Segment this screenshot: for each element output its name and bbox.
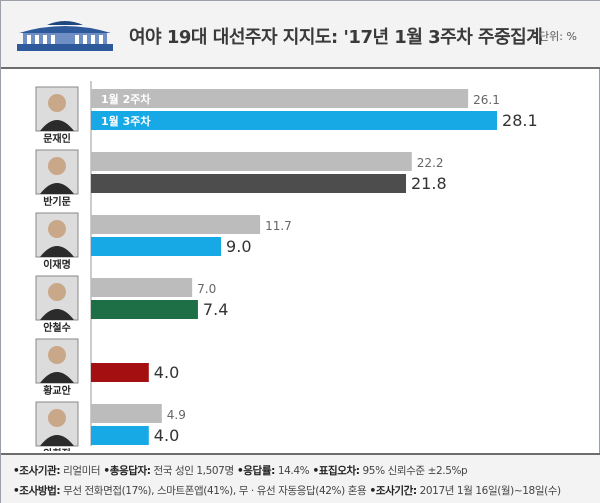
- candidate-photo-suit-5: [40, 435, 74, 446]
- candidate-name-5: 안희정: [43, 447, 71, 451]
- candidate-photo-face-2: [48, 220, 66, 238]
- bar-week2-1: [91, 152, 412, 171]
- footer-line-2: •조사방법: 무선 전화면접(17%), 스마트폰앱(41%), 무 · 유선 …: [13, 481, 600, 501]
- value-label-week3-4: 4.0: [154, 363, 179, 382]
- candidate-photo-suit-1: [40, 183, 74, 194]
- legend-week3: 1월 3주차: [101, 114, 151, 128]
- footer1-value-1: 전국 성인 1,507명: [150, 465, 234, 477]
- bar-week3-0: [91, 111, 498, 130]
- value-label-week3-2: 9.0: [226, 237, 251, 256]
- footer-methodology: •조사기관: 리얼미터 •총응답자: 전국 성인 1,507명 •응답률: 14…: [1, 453, 600, 503]
- candidate-photo-face-3: [48, 283, 66, 301]
- chart-title: 여야 19대 대선주자 지지도: '17년 1월 3주차 주중집계: [129, 27, 543, 48]
- footer2-value-0: 무선 전화면접(17%), 스마트폰앱(41%), 무 · 유선 자동응답(42…: [60, 485, 367, 497]
- footer1-label-2: •응답률:: [233, 465, 275, 477]
- bar-week3-1: [91, 174, 407, 193]
- value-label-week2-5: 4.9: [167, 408, 186, 422]
- bar-week3-4: [91, 363, 149, 382]
- header: 여야 19대 대선주자 지지도: '17년 1월 3주차 주중집계 단위: %: [1, 1, 600, 69]
- footer1-value-0: 리얼미터: [60, 465, 101, 477]
- footer1-label-3: •표집오차:: [309, 465, 360, 477]
- value-label-week3-1: 21.8: [411, 174, 447, 193]
- candidate-photo-suit-0: [40, 120, 74, 131]
- bar-week2-2: [91, 215, 261, 234]
- footer1-value-2: 14.4%: [274, 465, 310, 477]
- candidate-photo-suit-3: [40, 309, 74, 320]
- footer2-label-1: •조사기간:: [366, 485, 418, 497]
- candidate-name-1: 반기문: [43, 195, 71, 208]
- value-label-week2-2: 11.7: [265, 219, 292, 233]
- candidate-name-2: 이재명: [43, 258, 71, 271]
- candidate-photo-suit-4: [40, 372, 74, 383]
- bar-week3-5: [91, 426, 149, 445]
- footer1-value-3: 95% 신뢰수준 ±2.5%p: [359, 465, 468, 477]
- candidate-name-0: 문재인: [43, 132, 71, 145]
- footer2-label-0: •조사방법:: [13, 485, 61, 497]
- value-label-week2-3: 7.0: [197, 282, 216, 296]
- footer1-label-1: •총응답자:: [100, 465, 151, 477]
- candidate-photo-face-4: [48, 346, 66, 364]
- value-label-week2-1: 22.2: [417, 156, 444, 170]
- bar-week3-3: [91, 300, 198, 319]
- bar-week2-3: [91, 278, 193, 297]
- bar-week3-2: [91, 237, 222, 256]
- candidate-name-4: 황교안: [43, 384, 71, 397]
- legend-week2: 1월 2주차: [101, 92, 151, 106]
- footer-line-1: •조사기관: 리얼미터 •총응답자: 전국 성인 1,507명 •응답률: 14…: [13, 461, 600, 481]
- value-label-week2-0: 26.1: [473, 93, 500, 107]
- candidate-photo-face-5: [48, 409, 66, 427]
- bar-week2-0: [91, 89, 469, 108]
- value-label-week3-5: 4.0: [154, 426, 179, 445]
- value-label-week3-0: 28.1: [502, 111, 538, 130]
- unit-label: 단위: %: [539, 30, 577, 43]
- footer2-value-1: 2017년 1월 16일(월)~18일(수): [416, 485, 562, 497]
- value-label-week3-3: 7.4: [203, 300, 228, 319]
- candidate-name-3: 안철수: [43, 321, 71, 334]
- candidate-photo-face-1: [48, 157, 66, 175]
- footer1-label-0: •조사기관:: [13, 465, 61, 477]
- bar-week2-5: [91, 404, 162, 423]
- candidate-photo-suit-2: [40, 246, 74, 257]
- candidate-photo-face-0: [48, 94, 66, 112]
- blue-house-logo: [17, 21, 113, 51]
